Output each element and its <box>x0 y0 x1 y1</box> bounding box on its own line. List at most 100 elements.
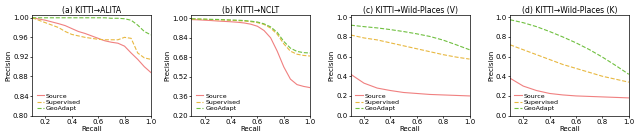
Source <box>88 35 95 37</box>
GeoAdapt <box>114 17 122 19</box>
Line: GeoAdapt: GeoAdapt <box>191 19 310 53</box>
Supervised <box>247 21 255 22</box>
Supervised <box>227 19 235 21</box>
GeoAdapt <box>94 17 102 19</box>
GeoAdapt <box>387 29 394 30</box>
Supervised <box>532 54 540 55</box>
GeoAdapt <box>273 31 281 33</box>
GeoAdapt <box>439 39 447 41</box>
GeoAdapt <box>466 49 474 51</box>
Supervised <box>280 43 287 45</box>
Line: Supervised: Supervised <box>32 18 151 59</box>
Supervised <box>413 48 420 50</box>
Source <box>373 87 381 89</box>
Source <box>81 33 89 34</box>
Supervised <box>188 18 195 20</box>
Supervised <box>221 19 228 21</box>
Source <box>188 19 195 20</box>
Y-axis label: Precision: Precision <box>329 50 335 81</box>
GeoAdapt <box>214 19 221 20</box>
Source <box>532 90 540 91</box>
Source <box>214 20 221 22</box>
Supervised <box>42 22 49 23</box>
Supervised <box>74 35 82 37</box>
Supervised <box>439 54 447 55</box>
GeoAdapt <box>546 31 554 32</box>
Source <box>466 95 474 97</box>
Supervised <box>207 19 215 20</box>
Supervised <box>140 57 148 59</box>
GeoAdapt <box>88 17 95 19</box>
Source <box>134 59 141 60</box>
GeoAdapt <box>559 36 566 38</box>
GeoAdapt <box>280 41 287 42</box>
Supervised <box>194 18 202 20</box>
Source <box>108 41 115 43</box>
Line: Supervised: Supervised <box>510 45 629 82</box>
Title: (b) KITTI→NCLT: (b) KITTI→NCLT <box>222 6 280 14</box>
GeoAdapt <box>506 19 514 21</box>
Source <box>241 22 248 24</box>
X-axis label: Recall: Recall <box>559 126 580 132</box>
Source <box>413 93 420 94</box>
GeoAdapt <box>586 49 593 50</box>
Title: (c) KITTI→Wild-Places (V): (c) KITTI→Wild-Places (V) <box>363 6 458 14</box>
GeoAdapt <box>413 33 420 35</box>
Source <box>194 19 202 21</box>
GeoAdapt <box>61 17 69 19</box>
Supervised <box>134 52 141 54</box>
Legend: Source, Supervised, GeoAdapt: Source, Supervised, GeoAdapt <box>513 92 560 112</box>
Line: GeoAdapt: GeoAdapt <box>351 25 470 50</box>
Supervised <box>68 34 76 35</box>
Supervised <box>572 68 580 69</box>
Source <box>598 96 606 98</box>
GeoAdapt <box>426 36 434 37</box>
Source <box>360 82 368 84</box>
Supervised <box>559 64 566 65</box>
GeoAdapt <box>194 18 202 20</box>
X-axis label: Recall: Recall <box>81 126 102 132</box>
Supervised <box>114 39 122 41</box>
GeoAdapt <box>207 18 215 20</box>
Source <box>221 21 228 22</box>
GeoAdapt <box>293 51 301 52</box>
GeoAdapt <box>612 65 620 66</box>
Source <box>127 52 135 54</box>
Source <box>260 30 268 31</box>
Source <box>559 94 566 96</box>
GeoAdapt <box>267 26 275 28</box>
GeoAdapt <box>241 20 248 21</box>
Supervised <box>612 78 620 80</box>
Source <box>506 77 514 79</box>
Source <box>572 95 580 97</box>
Source <box>74 31 82 32</box>
Source <box>61 25 69 26</box>
Line: Supervised: Supervised <box>191 19 310 56</box>
X-axis label: Recall: Recall <box>400 126 420 132</box>
Supervised <box>452 56 460 58</box>
Supervised <box>293 53 301 55</box>
Line: Supervised: Supervised <box>351 35 470 59</box>
Source <box>68 28 76 29</box>
Supervised <box>546 59 554 60</box>
Source <box>101 40 109 42</box>
Supervised <box>300 55 307 56</box>
Source <box>347 73 355 75</box>
Source <box>114 42 122 44</box>
Line: Source: Source <box>191 20 310 88</box>
GeoAdapt <box>74 17 82 19</box>
GeoAdapt <box>127 19 135 21</box>
Supervised <box>287 50 294 52</box>
Y-axis label: Precision: Precision <box>6 50 12 81</box>
Source <box>253 25 261 27</box>
GeoAdapt <box>188 18 195 20</box>
Source <box>273 50 281 52</box>
Supervised <box>147 59 155 60</box>
GeoAdapt <box>42 17 49 19</box>
Line: Source: Source <box>510 78 629 98</box>
Supervised <box>61 31 69 32</box>
GeoAdapt <box>121 18 129 20</box>
GeoAdapt <box>221 19 228 21</box>
Supervised <box>201 18 209 20</box>
Supervised <box>127 38 135 39</box>
